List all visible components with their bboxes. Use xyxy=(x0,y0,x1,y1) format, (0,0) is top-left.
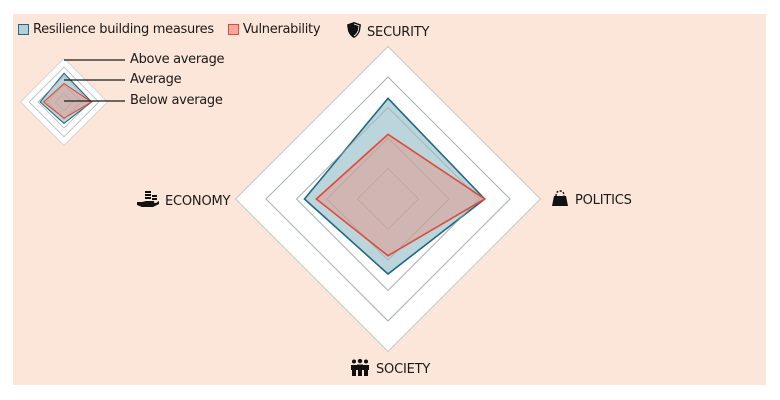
legend-label-vulnerability: Vulnerability xyxy=(242,22,321,37)
resilience-polygon xyxy=(303,97,486,276)
main-radar xyxy=(234,45,542,353)
key-below-average: Below average xyxy=(130,93,223,108)
resilience-polygon xyxy=(39,72,93,125)
ring-overlay-3 xyxy=(295,106,481,292)
economy-label: ECONOMY xyxy=(165,193,231,209)
vulnerability-polygon xyxy=(315,133,487,257)
society-label: SOCIETY xyxy=(376,362,431,377)
key-leader-lines xyxy=(64,59,125,102)
security-label: SECURITY xyxy=(367,24,430,40)
ring-overlay-4 xyxy=(28,66,100,138)
ring-overlay-1 xyxy=(356,167,420,231)
ring-overlay-3 xyxy=(37,75,91,129)
legend: Resilience building measures Vulnerabili… xyxy=(18,22,334,37)
ring-overlay-2 xyxy=(326,137,450,261)
ring-overlay-1 xyxy=(54,92,74,112)
key-above-average: Above average xyxy=(130,52,225,67)
axis-label-politics: POLITICS xyxy=(551,190,632,211)
coins-hand-icon xyxy=(137,190,159,212)
ring-overlay-4 xyxy=(265,76,511,322)
people-icon xyxy=(350,358,370,380)
axis-label-security: SECURITY xyxy=(347,22,429,42)
handbag-icon xyxy=(551,190,569,211)
shield-icon xyxy=(347,22,361,42)
key-average: Average xyxy=(130,72,182,87)
legend-item-vulnerability: Vulnerability xyxy=(227,22,321,37)
mini-radar-key xyxy=(20,58,108,146)
vulnerability-swatch xyxy=(227,24,239,35)
resilience-swatch xyxy=(18,24,29,35)
politics-label: POLITICS xyxy=(575,193,632,208)
legend-item-resilience: Resilience building measures xyxy=(18,22,214,37)
legend-label-resilience: Resilience building measures xyxy=(33,22,214,37)
axis-label-society: SOCIETY xyxy=(350,358,431,380)
ring-overlay-2 xyxy=(46,84,82,120)
axis-label-economy: ECONOMY xyxy=(137,190,230,212)
